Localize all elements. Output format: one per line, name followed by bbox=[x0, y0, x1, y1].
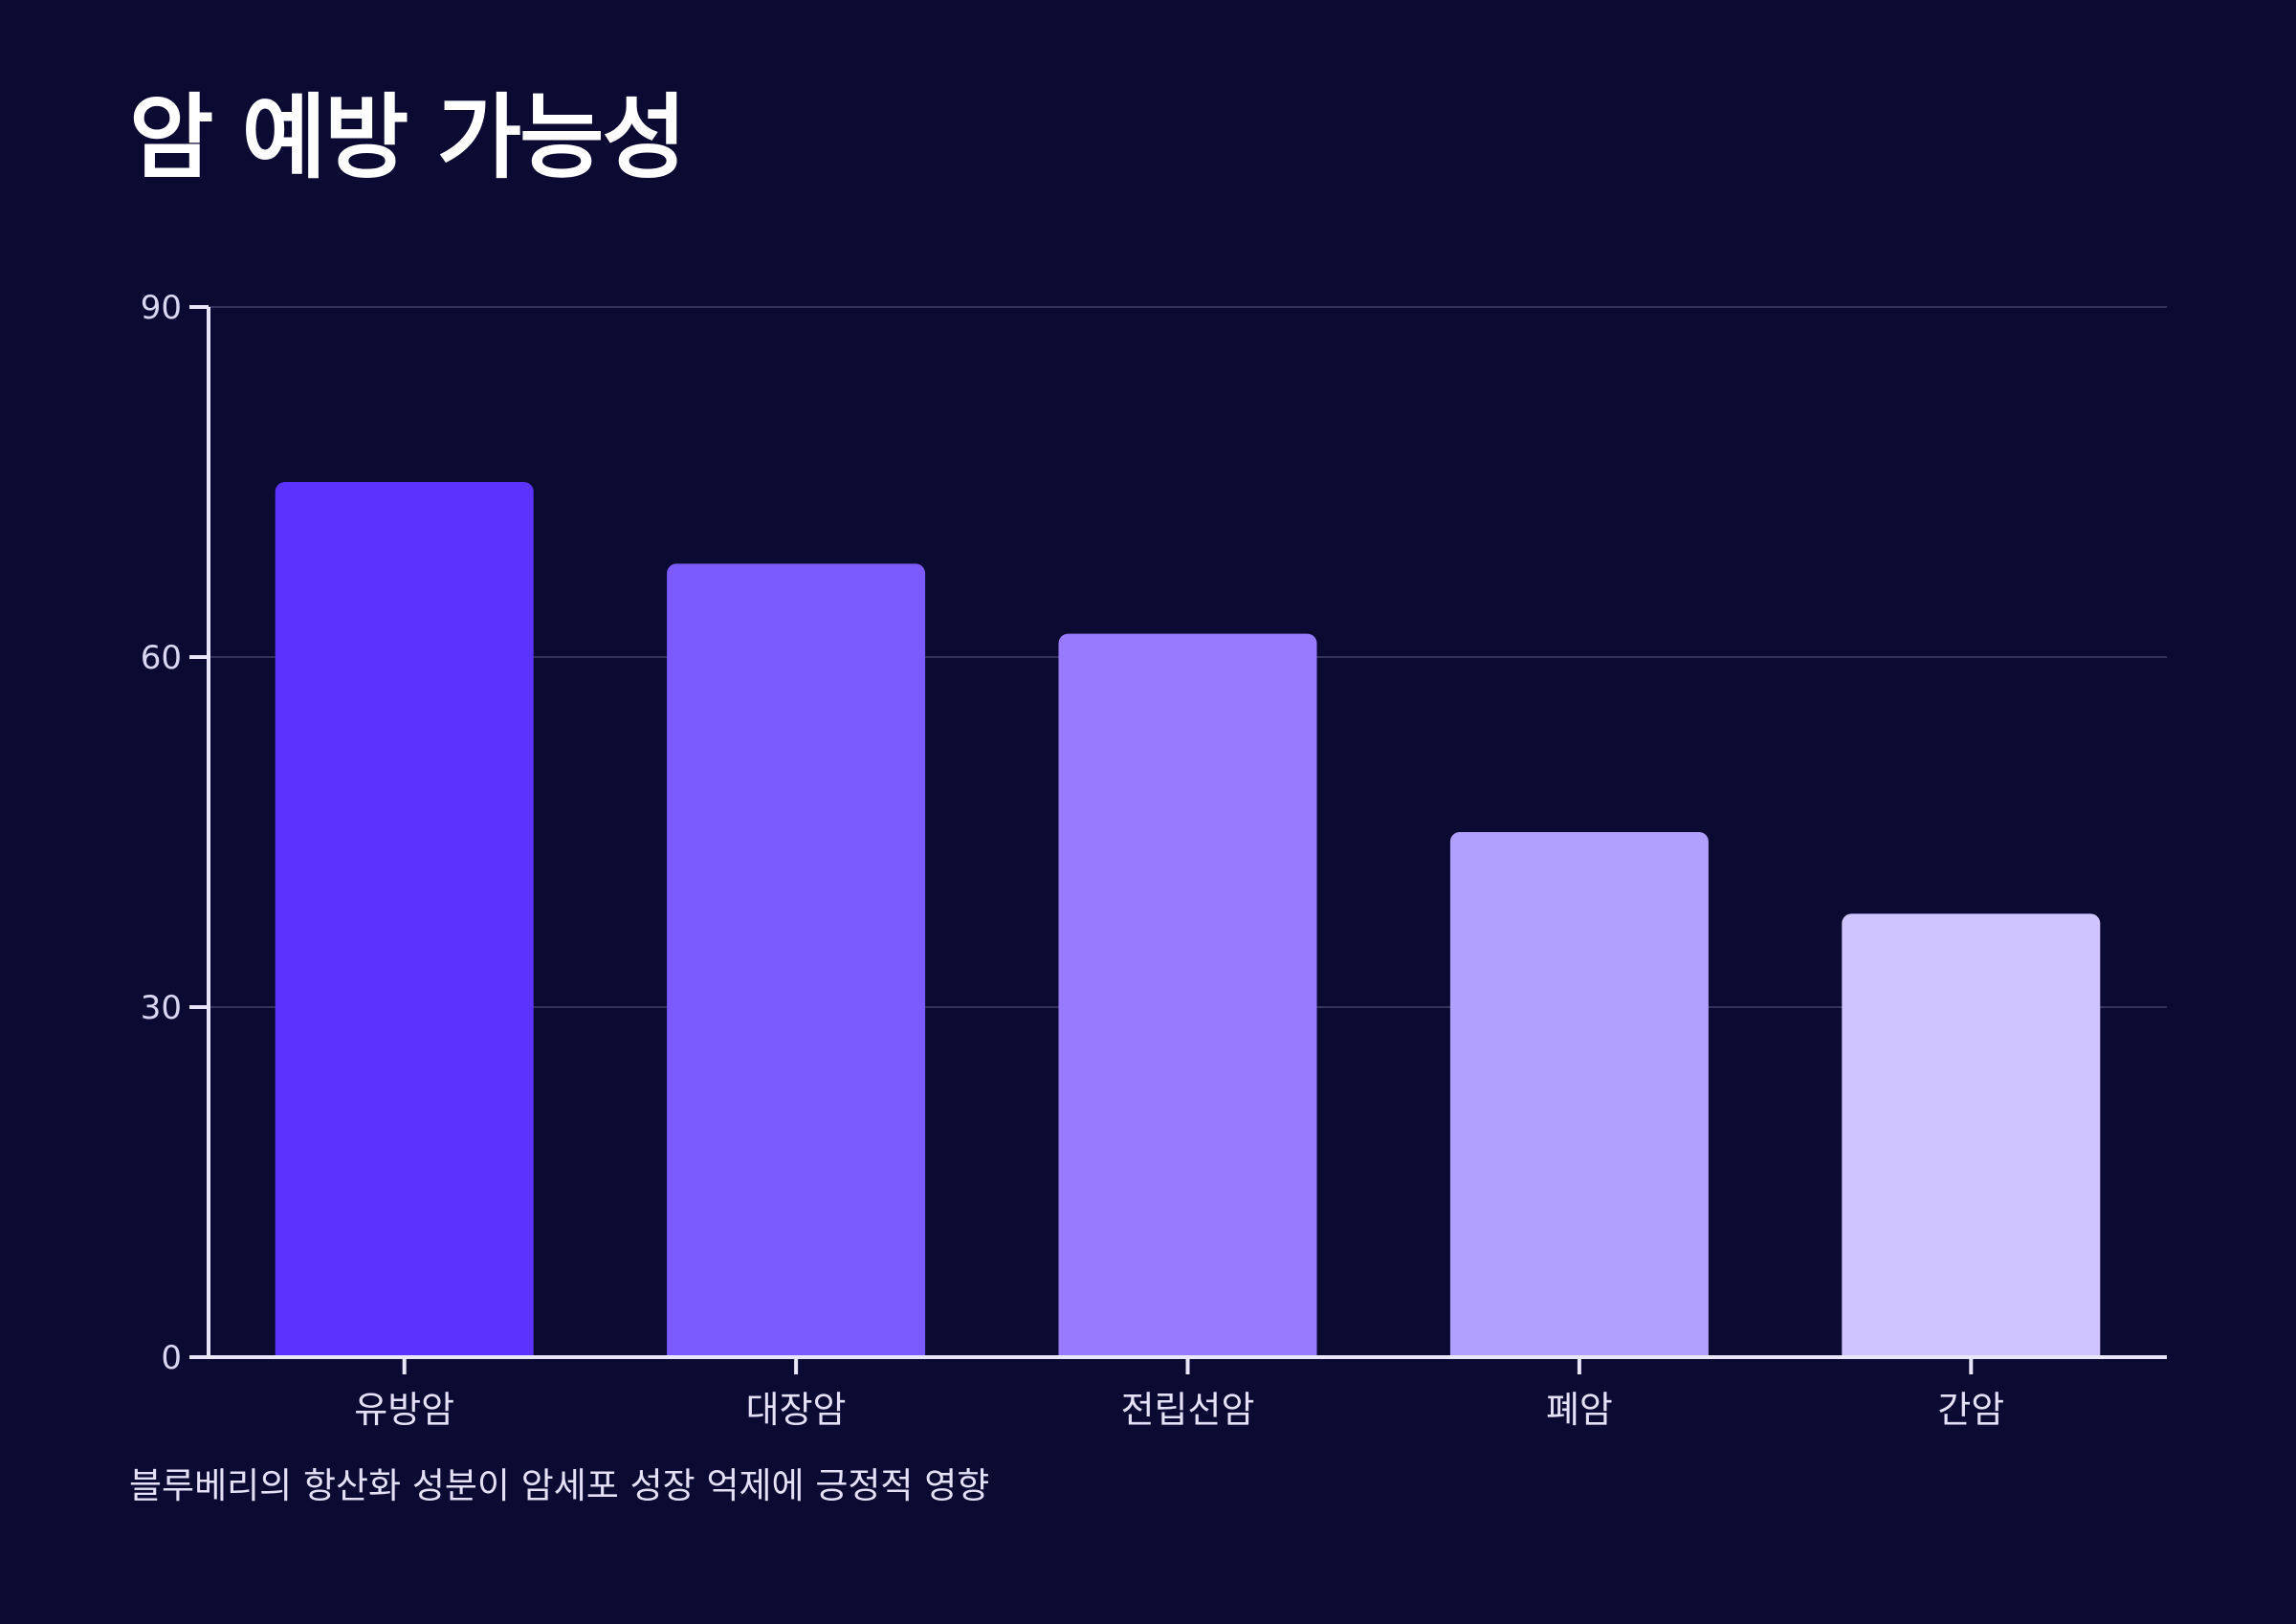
chart-title: 암 예방 가능성 bbox=[129, 84, 687, 191]
x-tick-label: 대장암 bbox=[746, 1389, 847, 1431]
x-tick-label: 전립선암 bbox=[1121, 1389, 1255, 1431]
bar-5 bbox=[1842, 913, 2101, 1357]
x-tick-label: 유방암 bbox=[354, 1389, 454, 1431]
bar-3 bbox=[1058, 633, 1317, 1357]
x-tick-label: 폐암 bbox=[1546, 1389, 1613, 1431]
bars bbox=[275, 482, 2101, 1357]
tick-labels: 0 30 60 90 유방암 대장암 전립선암 폐암 간암 bbox=[141, 289, 2005, 1431]
bar-4 bbox=[1449, 832, 1709, 1357]
axes bbox=[189, 305, 2167, 1374]
y-tick-label: 0 bbox=[161, 1339, 182, 1377]
chart-caption: 블루베리의 항산화 성분이 암세포 성장 억제에 긍정적 영향 bbox=[129, 1465, 990, 1506]
y-tick-label: 60 bbox=[141, 639, 182, 677]
y-tick-label: 30 bbox=[141, 989, 182, 1027]
x-tick-label: 간암 bbox=[1937, 1389, 2004, 1431]
bar-2 bbox=[667, 563, 926, 1357]
bar-1 bbox=[275, 482, 534, 1357]
y-tick-label: 90 bbox=[141, 289, 182, 327]
